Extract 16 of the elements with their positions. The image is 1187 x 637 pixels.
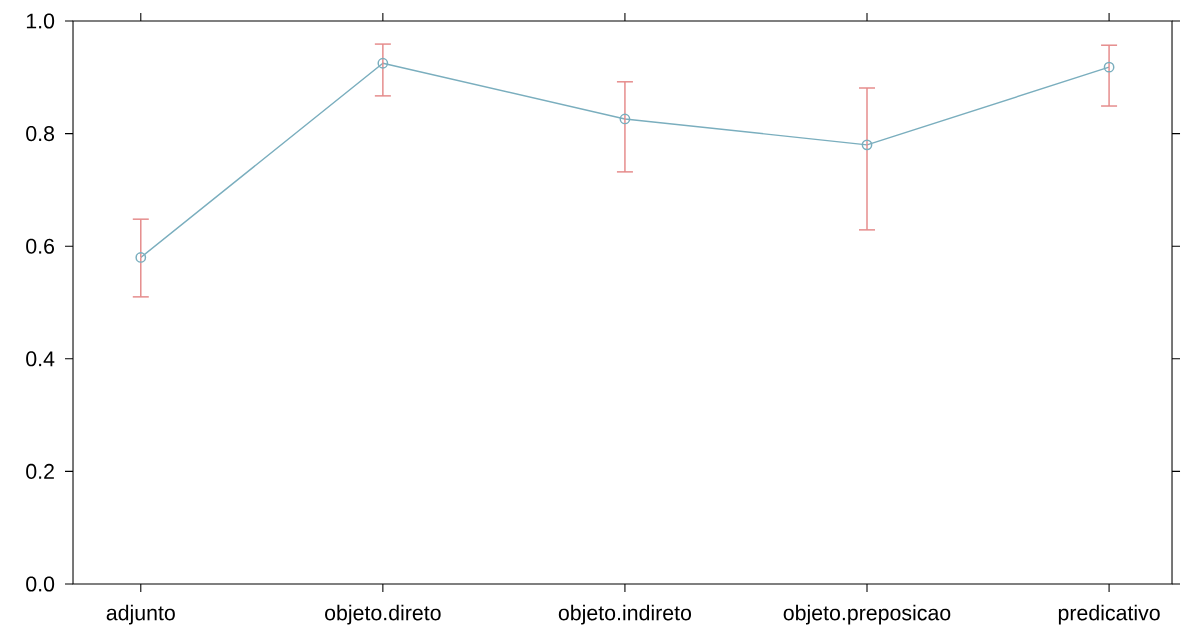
point bbox=[861, 139, 873, 151]
y-tick-label: 0.2 bbox=[26, 463, 54, 479]
y-tick-label: 1.0 bbox=[26, 13, 55, 29]
point bbox=[619, 113, 631, 125]
y-tick-label: 0.4 bbox=[26, 351, 55, 367]
y-tick-label: 0.6 bbox=[26, 238, 55, 254]
point bbox=[135, 252, 147, 263]
x-tick-label: adjunto bbox=[106, 604, 175, 625]
x-tick-label: objeto.indireto bbox=[558, 604, 692, 625]
point bbox=[1103, 61, 1115, 73]
x-tick-label: predicativo bbox=[1058, 604, 1160, 625]
y-tick-label: 0.8 bbox=[26, 126, 55, 142]
x-tick-label: objeto.direto bbox=[325, 604, 441, 625]
y-tick-label: 0.0 bbox=[26, 576, 55, 592]
point bbox=[377, 57, 389, 69]
x-tick-label: objeto.preposicao bbox=[783, 604, 951, 625]
